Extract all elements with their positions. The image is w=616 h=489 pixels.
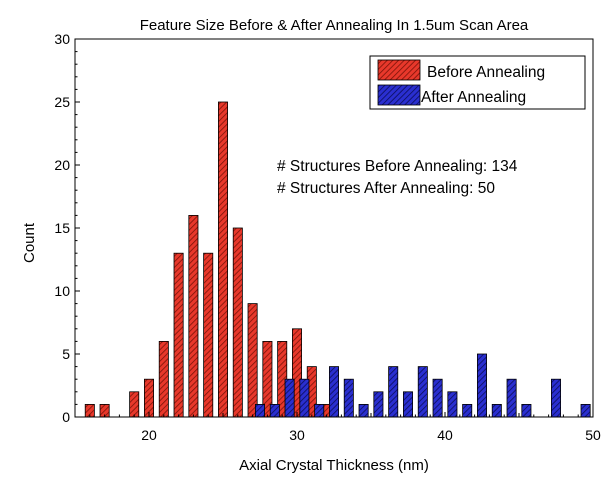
annotation-before-count: # Structures Before Annealing: 134 — [277, 158, 518, 175]
legend-swatch-after — [377, 84, 421, 106]
legend: Before Annealing After Annealing — [369, 55, 586, 110]
after-bar — [417, 366, 428, 418]
after-bar — [373, 391, 384, 418]
before-bars-group — [84, 101, 332, 418]
after-bar — [432, 378, 443, 418]
annotation-after-count: # Structures After Annealing: 50 — [277, 180, 495, 197]
chart-title: Feature Size Before & After Annealing In… — [140, 17, 529, 34]
after-bars-group — [255, 353, 591, 418]
after-bar — [580, 403, 591, 418]
legend-swatch-before — [377, 59, 421, 81]
after-bar — [329, 366, 339, 418]
y-axis-ticks: 0 5 10 15 20 25 30 — [54, 31, 80, 425]
y-tick-label: 30 — [54, 31, 70, 47]
x-axis-label: Axial Crystal Thickness (nm) — [239, 457, 429, 474]
after-bar — [551, 378, 561, 418]
after-bar — [462, 403, 473, 418]
y-tick-label: 10 — [54, 283, 70, 299]
before-bar — [188, 214, 199, 418]
y-tick-label: 15 — [54, 220, 70, 236]
x-tick-label: 40 — [437, 427, 453, 443]
before-bar — [218, 101, 228, 418]
x-tick-label: 20 — [141, 427, 157, 443]
after-bar — [403, 391, 413, 418]
before-bar — [129, 391, 140, 418]
after-bar — [506, 378, 517, 418]
after-bar — [255, 403, 265, 418]
after-bar — [447, 391, 458, 418]
after-bar — [388, 366, 399, 418]
x-tick-label: 50 — [585, 427, 601, 443]
after-bar — [314, 403, 325, 418]
after-bar — [491, 403, 502, 418]
after-bar — [284, 378, 295, 418]
after-bar — [299, 378, 310, 418]
before-bar — [232, 227, 243, 418]
before-bar — [247, 303, 258, 418]
y-tick-label: 25 — [54, 94, 70, 110]
y-axis-label: Count — [21, 222, 38, 263]
before-bar — [144, 378, 154, 418]
after-bar — [269, 403, 280, 418]
before-bar — [173, 252, 184, 418]
x-tick-label: 30 — [289, 427, 305, 443]
y-tick-label: 5 — [62, 346, 70, 362]
after-bar — [358, 403, 369, 418]
x-axis-ticks: 20 30 40 50 — [89, 412, 601, 443]
after-bar — [343, 378, 354, 418]
legend-label-before: Before Annealing — [427, 64, 545, 81]
before-bar — [203, 252, 214, 418]
legend-label-after: After Annealing — [421, 89, 526, 106]
after-bar — [521, 403, 532, 418]
y-tick-label: 20 — [54, 157, 70, 173]
y-tick-label: 0 — [62, 409, 70, 425]
after-bar — [477, 353, 487, 418]
before-bar — [158, 340, 169, 418]
